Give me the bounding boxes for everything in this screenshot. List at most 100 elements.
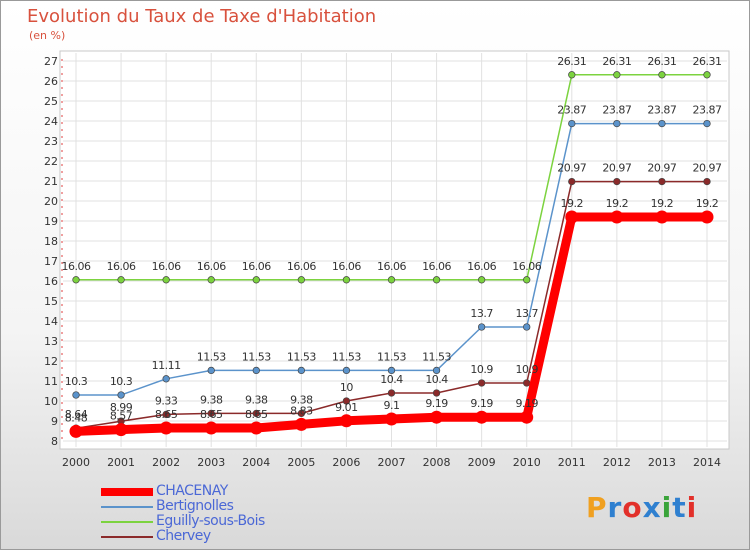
data-point xyxy=(297,366,306,375)
data-label: 10.4 xyxy=(380,373,403,386)
y-tick-label: 17 xyxy=(44,255,58,268)
data-label: 9.38 xyxy=(245,393,268,406)
data-point xyxy=(475,410,489,424)
data-point xyxy=(613,177,621,186)
data-label: 9.19 xyxy=(425,397,448,410)
legend-item-bertignolles: Bertignolles xyxy=(101,498,361,514)
legend-swatch-chacenay xyxy=(101,488,153,496)
data-label: 19.2 xyxy=(651,197,674,210)
data-point xyxy=(342,366,351,375)
data-label: 16.06 xyxy=(287,260,316,273)
data-label: 13.7 xyxy=(470,307,493,320)
y-tick-label: 18 xyxy=(44,235,58,248)
y-tick-label: 16 xyxy=(44,275,58,288)
data-point xyxy=(523,276,531,284)
data-point xyxy=(72,391,80,399)
data-point xyxy=(162,410,170,419)
data-point xyxy=(72,276,80,284)
unit-label: (en %) xyxy=(29,29,66,42)
y-tick-label: 13 xyxy=(44,335,58,348)
data-point xyxy=(387,389,396,397)
data-point xyxy=(658,177,666,186)
data-label: 9.01 xyxy=(335,401,358,414)
data-label: 16.06 xyxy=(512,260,541,273)
data-label: 26.31 xyxy=(602,55,631,68)
data-label: 10.9 xyxy=(515,363,538,376)
data-point xyxy=(432,366,441,375)
x-tick-label: 2010 xyxy=(513,456,541,469)
data-point xyxy=(610,210,624,224)
y-tick-label: 24 xyxy=(44,115,58,128)
x-tick-label: 2003 xyxy=(197,456,225,469)
data-point xyxy=(703,119,711,128)
data-label: 26.31 xyxy=(557,55,586,68)
data-point xyxy=(477,379,486,387)
data-point xyxy=(252,366,260,375)
logo-letter: r xyxy=(607,491,623,524)
y-tick-label: 10 xyxy=(44,395,58,408)
data-point xyxy=(613,119,621,128)
plot-area xyxy=(59,50,730,450)
data-label: 8.64 xyxy=(65,408,88,421)
legend-swatch-chervey xyxy=(101,536,153,538)
data-point xyxy=(565,210,579,224)
data-label: 16.06 xyxy=(62,260,91,273)
data-label: 23.87 xyxy=(602,104,631,117)
legend-label-chervey: Chervey xyxy=(156,528,211,544)
x-tick-label: 2009 xyxy=(468,456,496,469)
y-tick-label: 9 xyxy=(51,415,58,428)
data-label: 16.06 xyxy=(107,260,136,273)
legend-label-bertignolles: Bertignolles xyxy=(156,498,234,514)
y-tick-label: 19 xyxy=(44,215,58,228)
y-tick-label: 21 xyxy=(44,175,58,188)
data-label: 23.87 xyxy=(693,104,722,117)
data-point xyxy=(207,409,215,418)
data-point xyxy=(658,119,666,128)
logo-letter: o xyxy=(622,491,643,524)
data-point xyxy=(477,276,486,284)
data-point xyxy=(114,423,128,437)
x-tick-label: 2001 xyxy=(107,456,135,469)
data-point xyxy=(162,375,170,383)
x-tick-label: 2011 xyxy=(558,456,586,469)
data-label: 8.83 xyxy=(290,404,313,417)
x-tick-label: 2007 xyxy=(378,456,406,469)
data-point xyxy=(432,389,441,397)
data-label: 26.31 xyxy=(647,55,676,68)
data-point xyxy=(294,417,308,431)
x-tick-label: 2004 xyxy=(242,456,270,469)
data-point xyxy=(703,177,711,186)
data-label: 8.99 xyxy=(110,401,133,414)
y-tick-label: 15 xyxy=(44,295,58,308)
data-label: 23.87 xyxy=(557,104,586,117)
data-label: 16.06 xyxy=(422,260,451,273)
data-point xyxy=(613,71,621,79)
data-point xyxy=(252,276,260,284)
data-point xyxy=(297,409,306,418)
data-point xyxy=(117,391,125,399)
logo-letter: t xyxy=(672,491,687,524)
data-point xyxy=(387,276,396,284)
legend-item-chacenay: CHACENAY xyxy=(101,483,361,499)
data-point xyxy=(342,276,351,284)
data-label: 11.53 xyxy=(422,350,451,363)
logo-letter: i xyxy=(686,491,698,524)
data-label: 19.2 xyxy=(696,197,719,210)
data-point xyxy=(385,412,398,426)
data-point xyxy=(69,424,83,438)
legend-swatch-bertignolles xyxy=(101,506,153,508)
data-point xyxy=(700,210,714,224)
data-point xyxy=(523,379,531,387)
data-label: 16.06 xyxy=(242,260,271,273)
data-label: 11.53 xyxy=(377,350,406,363)
legend-swatch-eguilly xyxy=(101,521,153,523)
x-tick-label: 2005 xyxy=(287,456,315,469)
data-label: 19.2 xyxy=(606,197,629,210)
data-label: 26.31 xyxy=(693,55,722,68)
data-point xyxy=(117,276,125,284)
y-tick-label: 22 xyxy=(44,155,58,168)
data-point xyxy=(207,276,215,284)
data-label: 16.06 xyxy=(377,260,406,273)
data-point xyxy=(703,71,711,79)
